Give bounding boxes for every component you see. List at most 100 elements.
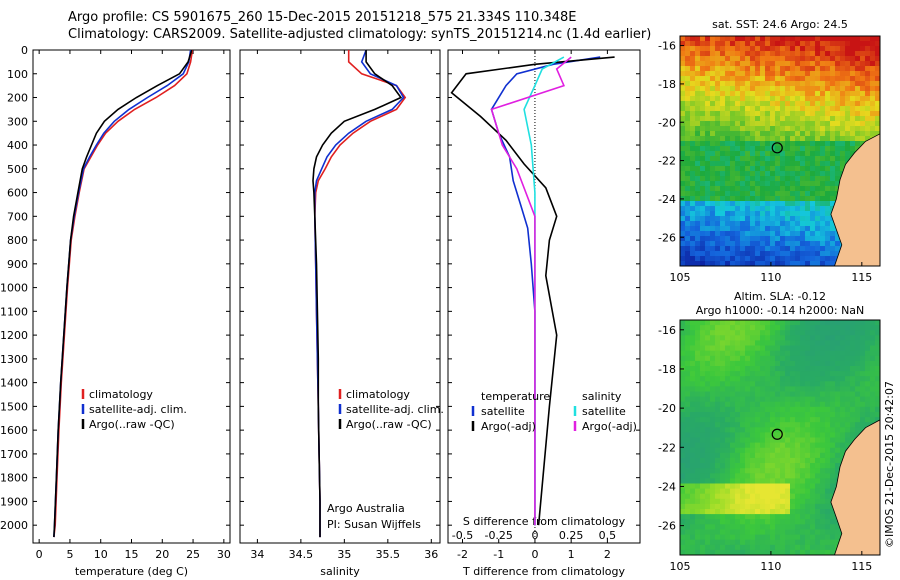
map-cell xyxy=(720,493,726,500)
map-cell xyxy=(735,81,741,87)
map-cell xyxy=(750,36,756,42)
map-cell xyxy=(875,350,881,357)
map-cell xyxy=(725,427,731,433)
map-cell xyxy=(875,381,881,387)
map-cell xyxy=(710,371,716,377)
map-cell xyxy=(725,335,731,341)
map-cell xyxy=(855,76,861,82)
map-cell xyxy=(875,325,881,331)
map-cell xyxy=(720,401,726,408)
map-cell xyxy=(730,468,736,474)
map-cell xyxy=(740,432,746,438)
map-cell xyxy=(780,544,786,551)
map-cell xyxy=(825,483,831,490)
map-cell xyxy=(765,126,771,132)
map-cell xyxy=(720,534,726,541)
map-cell xyxy=(710,61,716,67)
map-cell xyxy=(820,106,826,112)
map-cell xyxy=(850,391,856,398)
map-cell xyxy=(815,360,821,367)
map-cell xyxy=(875,366,881,372)
map-cell xyxy=(805,452,811,459)
map-cell xyxy=(810,320,816,326)
map-cell xyxy=(835,111,841,117)
map-cell xyxy=(750,111,756,117)
map-cell xyxy=(745,116,751,122)
map-cell xyxy=(730,221,736,227)
map-cell xyxy=(690,36,696,42)
map-cell xyxy=(835,106,841,112)
map-cell xyxy=(830,366,836,372)
map-cell xyxy=(685,442,691,449)
credit-text: ©IMOS 21-Dec-2015 20:42:07 xyxy=(883,381,896,548)
map-cell xyxy=(700,256,706,262)
map-cell xyxy=(725,76,731,82)
map-cell xyxy=(720,66,726,72)
map-cell xyxy=(790,335,796,341)
map-cell xyxy=(865,96,871,102)
map-cell xyxy=(820,524,826,530)
map-cell xyxy=(810,186,816,192)
map-cell xyxy=(820,417,826,423)
map-cell xyxy=(705,236,711,242)
map-cell xyxy=(715,330,721,336)
map-cell xyxy=(755,452,761,459)
map-cell xyxy=(690,442,696,449)
map-cell xyxy=(725,216,731,222)
map-cell xyxy=(785,196,791,202)
map-cell xyxy=(795,391,801,398)
map-cell xyxy=(790,131,796,137)
map-cell xyxy=(800,457,806,464)
map-cell xyxy=(680,437,686,444)
map-cell xyxy=(750,101,756,107)
map-cell xyxy=(755,201,761,207)
map-cell xyxy=(730,457,736,464)
map-cell xyxy=(830,96,836,102)
map-cell xyxy=(725,186,731,192)
map-cell xyxy=(690,514,696,520)
map-cell xyxy=(765,101,771,107)
map-cell xyxy=(720,196,726,202)
map-cell xyxy=(680,111,686,117)
map-cell xyxy=(730,106,736,112)
map-cell xyxy=(715,261,721,267)
map-cell xyxy=(785,366,791,372)
map-cell xyxy=(725,56,731,62)
map-cell xyxy=(770,96,776,102)
map-cell xyxy=(680,181,686,187)
legend-label: climatology xyxy=(89,388,153,401)
map-cell xyxy=(830,345,836,352)
map-cell xyxy=(680,61,686,67)
map-cell xyxy=(710,96,716,102)
map-cell xyxy=(710,412,716,418)
map-cell xyxy=(800,186,806,192)
map-cell xyxy=(820,386,826,392)
map-cell xyxy=(735,101,741,107)
map-cell xyxy=(760,371,766,377)
map-cell xyxy=(740,325,746,331)
map-cell xyxy=(865,126,871,132)
map-cell xyxy=(755,41,761,47)
map-cell xyxy=(870,71,876,77)
map-cell xyxy=(685,186,691,192)
map-cell xyxy=(835,61,841,67)
map-cell xyxy=(805,366,811,372)
map-cell xyxy=(725,236,731,242)
map-cell xyxy=(815,36,821,42)
x-tick-label: 110 xyxy=(760,560,781,573)
map-cell xyxy=(695,366,701,372)
map-cell xyxy=(690,325,696,331)
map-cell xyxy=(835,406,841,413)
map-cell xyxy=(750,514,756,520)
map-cell xyxy=(755,376,761,382)
map-cell xyxy=(785,76,791,82)
map-cell xyxy=(775,51,781,57)
map-cell xyxy=(830,524,836,530)
map-cell xyxy=(690,412,696,418)
map-cell xyxy=(845,355,851,362)
map-cell xyxy=(735,61,741,67)
map-cell xyxy=(740,86,746,92)
map-cell xyxy=(810,549,816,556)
map-cell xyxy=(845,76,851,82)
map-cell xyxy=(750,391,756,398)
